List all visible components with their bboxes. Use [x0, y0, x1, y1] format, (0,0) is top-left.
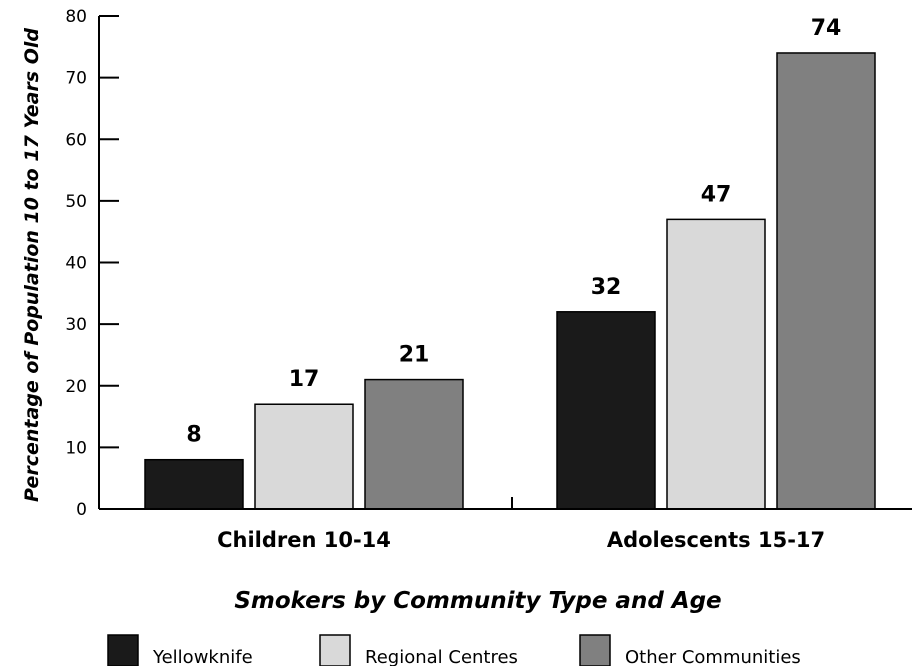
legend-label: Regional Centres [365, 647, 518, 666]
y-tick-label: 60 [65, 130, 87, 150]
y-tick-label: 40 [65, 254, 87, 274]
bars: 8 17 21 32 47 74 [144, 16, 876, 510]
legend-label: Yellowknife [152, 647, 253, 666]
bar-value-label: 21 [399, 343, 430, 368]
x-axis: Children 10-14 Adolescents 15-17 [99, 497, 912, 552]
legend: Yellowknife Regional Centres Other Communi… [107, 634, 801, 666]
bar-1-2 [776, 52, 876, 510]
y-tick-label: 70 [65, 69, 87, 89]
y-tick-label: 0 [76, 500, 87, 520]
bar-value-label: 17 [289, 367, 320, 392]
y-tick-label: 80 [65, 7, 87, 27]
y-tick-label: 10 [65, 438, 87, 458]
bar-0-0 [144, 458, 244, 510]
bar-1-1 [666, 218, 766, 510]
legend-swatch [319, 634, 351, 666]
x-axis-title: Smokers by Community Type and Age [234, 588, 721, 614]
x-category-label: Children 10-14 [217, 528, 391, 552]
bar-value-label: 32 [591, 275, 622, 300]
bar-0-2 [364, 378, 464, 510]
y-axis: 0 10 20 30 40 50 60 70 80 [65, 7, 119, 520]
x-category-label: Adolescents 15-17 [607, 528, 825, 552]
bar-1-0 [556, 311, 656, 510]
legend-label: Other Communities [625, 647, 801, 666]
legend-swatch [107, 634, 139, 666]
legend-swatch [579, 634, 611, 666]
bar-0-1 [254, 403, 354, 510]
y-axis-title: Percentage of Population 10 to 17 Years … [21, 28, 43, 502]
bar-value-label: 74 [811, 16, 842, 41]
y-tick-label: 50 [65, 192, 87, 212]
bar-value-label: 8 [186, 423, 201, 448]
y-tick-label: 20 [65, 377, 87, 397]
bar-value-label: 47 [701, 182, 732, 207]
y-tick-label: 30 [65, 315, 87, 335]
